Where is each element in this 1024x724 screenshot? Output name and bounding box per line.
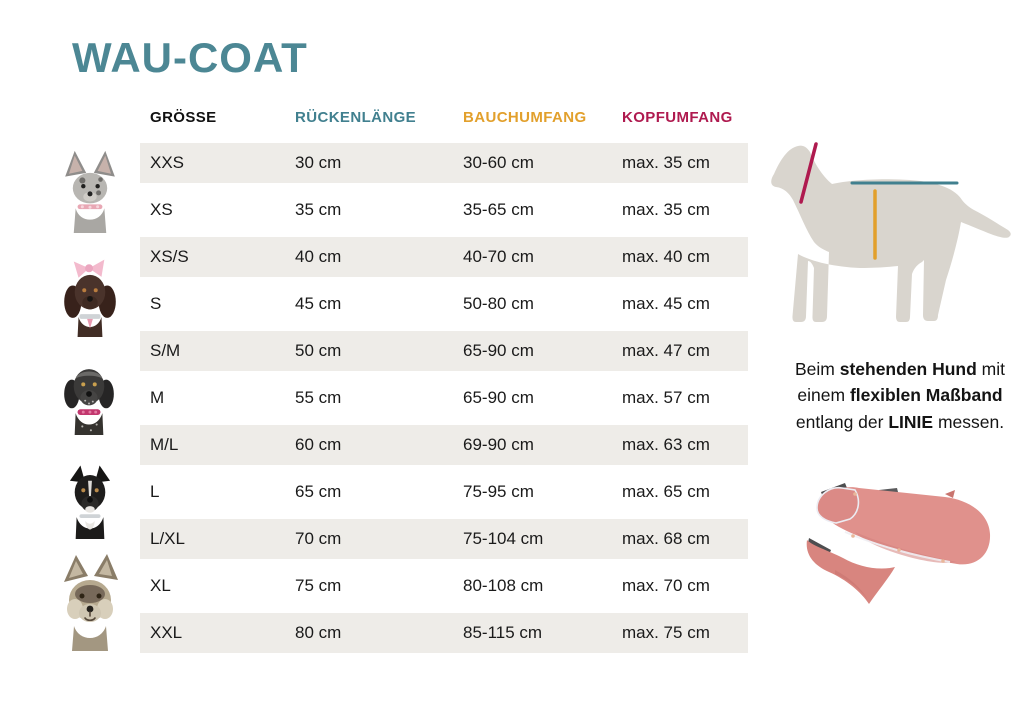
cell-size: L/XL	[150, 529, 185, 548]
cell-belly-girth: 65-90 cm	[463, 388, 534, 407]
spaniel-with-bow-icon	[64, 259, 116, 338]
dog-photo-pointer	[55, 350, 123, 441]
page-title: WAU-COAT	[72, 34, 308, 81]
cell-belly-girth: 30-60 cm	[463, 153, 534, 172]
cell-back-length: 50 cm	[295, 341, 342, 360]
table-row: XXL 80 cm 85-115 cm max. 75 cm	[140, 613, 748, 653]
cell-belly-girth: 75-104 cm	[463, 529, 544, 548]
table-row: XS 35 cm 35-65 cm max. 35 cm	[140, 190, 748, 230]
cell-head-girth: max. 75 cm	[622, 623, 710, 642]
cell-back-length: 70 cm	[295, 529, 342, 548]
cell-size: M/L	[150, 435, 179, 454]
table-row: M 55 cm 65-90 cm max. 57 cm	[140, 378, 748, 418]
dog-photo-spaniel	[56, 252, 124, 343]
table-row: XXS 30 cm 30-60 cm max. 35 cm	[140, 143, 748, 183]
cell-back-length: 45 cm	[295, 294, 342, 313]
cell-head-girth: max. 35 cm	[622, 200, 710, 219]
cell-back-length: 80 cm	[295, 623, 342, 642]
table-header-row: GRÖSSE RÜCKENLÄNGE BAUCHUMFANG KOPFUMFAN…	[140, 106, 748, 128]
dog-photo-wolfdog	[52, 552, 128, 657]
dog-photo-great-dane	[56, 454, 124, 545]
cell-head-girth: max. 47 cm	[622, 341, 710, 360]
table-row: XL 75 cm 80-108 cm max. 70 cm	[140, 566, 748, 606]
cell-belly-girth: 65-90 cm	[463, 341, 534, 360]
cell-back-length: 40 cm	[295, 247, 342, 266]
great-dane-icon	[69, 465, 111, 540]
column-header-belly-girth: BAUCHUMFANG	[463, 108, 587, 126]
dog-coat-icon	[806, 483, 991, 604]
column-header-size: GRÖSSE	[150, 108, 217, 126]
cell-size: XS	[150, 200, 173, 219]
cell-belly-girth: 69-90 cm	[463, 435, 534, 454]
cell-size: XL	[150, 576, 171, 595]
cell-belly-girth: 50-80 cm	[463, 294, 534, 313]
cell-belly-girth: 35-65 cm	[463, 200, 534, 219]
cell-head-girth: max. 45 cm	[622, 294, 710, 313]
cell-size: S	[150, 294, 162, 313]
table-row: S 45 cm 50-80 cm max. 45 cm	[140, 284, 748, 324]
cell-head-girth: max. 57 cm	[622, 388, 710, 407]
cell-back-length: 30 cm	[295, 153, 342, 172]
measuring-note: Beim stehenden Hund mit einem flexiblen …	[770, 356, 1024, 435]
cell-back-length: 65 cm	[295, 482, 342, 501]
cell-size: XXS	[150, 153, 185, 172]
table-row: L 65 cm 75-95 cm max. 65 cm	[140, 472, 748, 512]
cell-size: M	[150, 388, 165, 407]
table-row: S/M 50 cm 65-90 cm max. 47 cm	[140, 331, 748, 371]
note-text-bold: flexiblen Maßband	[849, 385, 1003, 406]
cell-belly-girth: 75-95 cm	[463, 482, 534, 501]
cell-back-length: 75 cm	[295, 576, 342, 595]
note-text-bold: LINIE	[888, 411, 934, 432]
cell-belly-girth: 85-115 cm	[463, 623, 543, 642]
cell-head-girth: max. 63 cm	[622, 435, 710, 454]
cell-belly-girth: 40-70 cm	[463, 247, 534, 266]
head-girth-line	[799, 142, 818, 204]
cell-head-girth: max. 65 cm	[622, 482, 710, 501]
table-row: M/L 60 cm 69-90 cm max. 63 cm	[140, 425, 748, 465]
cell-back-length: 55 cm	[295, 388, 342, 407]
column-header-head-girth: KOPFUMFANG	[622, 108, 733, 126]
cell-size: S/M	[150, 341, 181, 360]
column-header-back-length: RÜCKENLÄNGE	[295, 108, 417, 126]
cell-back-length: 60 cm	[295, 435, 342, 454]
size-table: GRÖSSE RÜCKENLÄNGE BAUCHUMFANG KOPFUMFAN…	[140, 106, 748, 660]
cell-size: L	[150, 482, 160, 501]
note-text-bold: stehenden Hund	[839, 359, 977, 379]
cell-head-girth: max. 68 cm	[622, 529, 710, 548]
cell-back-length: 35 cm	[295, 200, 342, 219]
dog-measurement-diagram	[760, 140, 1024, 345]
note-text: mit einem	[797, 359, 1006, 406]
note-text: messen.	[933, 411, 1005, 432]
table-row: L/XL 70 cm 75-104 cm max. 68 cm	[140, 519, 748, 559]
note-text: Beim	[794, 359, 840, 379]
cell-size: XS/S	[150, 247, 189, 266]
chihuahua-icon	[65, 150, 115, 234]
table-row: XS/S 40 cm 40-70 cm max. 40 cm	[140, 237, 748, 277]
pointer-icon	[64, 369, 114, 436]
dog-silhouette-icon	[771, 142, 1011, 322]
coat-product-image	[795, 470, 1024, 675]
wolfdog-icon	[64, 554, 118, 651]
cell-head-girth: max. 40 cm	[622, 247, 710, 266]
cell-head-girth: max. 35 cm	[622, 153, 710, 172]
cell-head-girth: max. 70 cm	[622, 576, 710, 595]
cell-size: XXL	[150, 623, 183, 642]
dog-photo-chihuahua	[56, 148, 124, 239]
note-text: entlang der	[795, 411, 889, 432]
cell-belly-girth: 80-108 cm	[463, 576, 544, 595]
